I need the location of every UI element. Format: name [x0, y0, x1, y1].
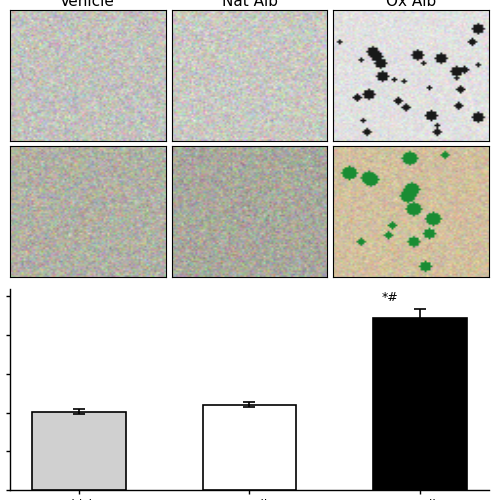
- Bar: [203, 405, 296, 490]
- Bar: [32, 412, 126, 490]
- Bar: [373, 318, 467, 490]
- Title: Ox Alb: Ox Alb: [386, 0, 437, 9]
- Title: Nat Alb: Nat Alb: [222, 0, 277, 9]
- Text: *#: *#: [381, 291, 398, 304]
- Title: Vehicle: Vehicle: [60, 0, 115, 9]
